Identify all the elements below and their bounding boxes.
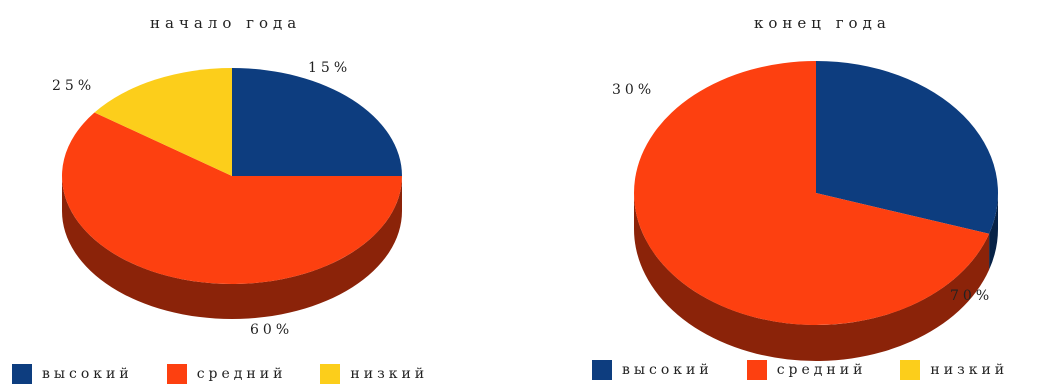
legend-item-medium: средний	[166, 364, 287, 384]
legend-swatch	[746, 360, 767, 380]
legend-label: низкий	[930, 362, 1009, 378]
chart-title: конец года	[754, 14, 891, 32]
legend-label: высокий	[42, 366, 133, 382]
legend-item-low: низкий	[900, 360, 1008, 380]
pie-slice-высокий	[816, 61, 998, 234]
pie-slice-side-высокий	[989, 193, 998, 270]
legend-item-high: высокий	[12, 364, 133, 384]
legend-item-high: высокий	[592, 360, 713, 380]
data-label-medium: 60%	[250, 322, 294, 338]
pie-slice-высокий	[232, 68, 402, 176]
legend-label: низкий	[350, 366, 429, 382]
legend-swatch	[900, 360, 921, 380]
pie-slice-side-средний	[634, 193, 990, 362]
legend-label: средний	[196, 366, 287, 382]
data-label-low: 15%	[308, 60, 352, 76]
legend: высокий средний низкий	[592, 360, 1042, 380]
legend-label: высокий	[622, 362, 713, 378]
pie-slice-средний	[634, 61, 990, 326]
legend: высокий средний низкий	[12, 364, 462, 384]
pie-slice-side-средний	[62, 176, 402, 319]
chart-title: начало года	[150, 14, 302, 32]
pie-chart-start	[62, 68, 402, 319]
legend-swatch	[166, 364, 187, 384]
pie-slice-низкий	[94, 68, 233, 176]
pie-chart-end	[634, 61, 998, 362]
legend-label: средний	[776, 362, 867, 378]
legend-item-medium: средний	[746, 360, 867, 380]
pie-slice-средний	[62, 112, 402, 284]
legend-swatch	[592, 360, 612, 380]
legend-item-low: низкий	[320, 364, 428, 384]
data-label-medium: 70%	[950, 288, 994, 304]
legend-swatch	[320, 364, 341, 384]
legend-swatch	[12, 364, 32, 384]
data-label-high: 25%	[52, 78, 96, 94]
chart-start-of-year: начало года 25% 60% 15% высокий средний …	[0, 0, 500, 389]
data-label-high: 30%	[612, 82, 656, 98]
chart-end-of-year: конец года 30% 70% высокий средний низки…	[560, 0, 1043, 389]
